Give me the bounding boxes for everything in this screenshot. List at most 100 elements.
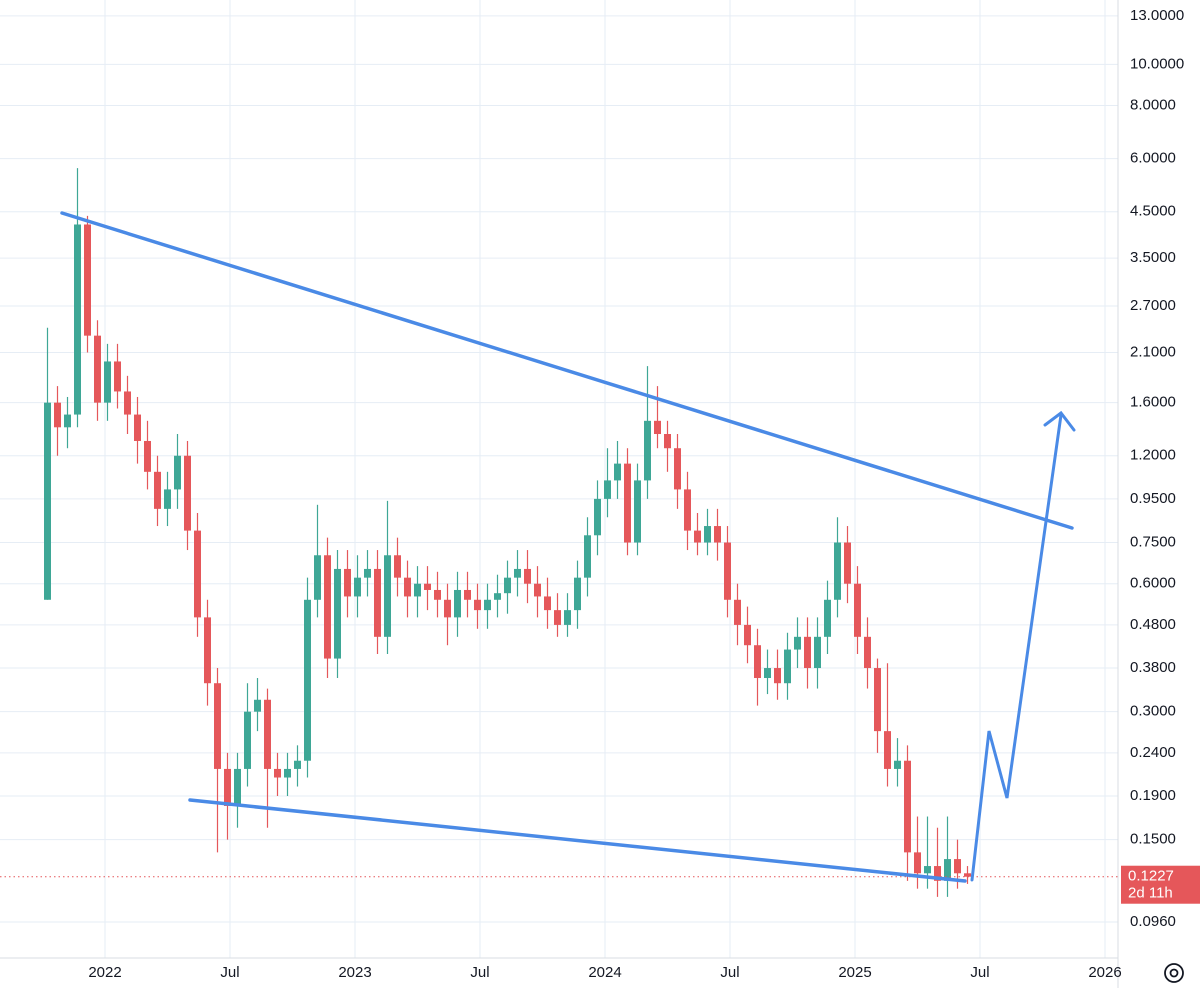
x-tick-label: 2023 (338, 964, 371, 981)
candle-body (444, 599, 451, 618)
candle-body (794, 636, 801, 650)
candle-body (194, 530, 201, 618)
candle-body (374, 568, 381, 637)
candle-body (474, 599, 481, 611)
candle-body (554, 610, 561, 625)
candle-body (494, 593, 501, 600)
y-tick-label: 0.4800 (1130, 616, 1176, 633)
candle-body (864, 636, 871, 669)
candle-body (124, 391, 131, 415)
y-tick-label: 0.2400 (1130, 744, 1176, 761)
candle-body (234, 768, 241, 806)
gear[interactable] (1164, 963, 1184, 983)
candle-body (594, 498, 601, 536)
candle-body (404, 577, 411, 597)
candle-body (824, 599, 831, 637)
candle-body (94, 335, 101, 403)
y-tick-label: 13.0000 (1130, 7, 1184, 24)
candle-body (914, 852, 921, 874)
candle-body (774, 668, 781, 684)
candle-body (464, 589, 471, 600)
candle-body (624, 463, 631, 543)
candle-body (424, 583, 431, 590)
y-tick-label: 0.7500 (1130, 533, 1176, 550)
candle-body (604, 480, 611, 499)
candle-body (304, 599, 311, 761)
settings-icon[interactable] (1164, 963, 1184, 983)
candle-body (204, 617, 211, 684)
x-tick-label: Jul (470, 964, 489, 981)
candle-body (114, 361, 121, 392)
candle-body (54, 402, 61, 428)
candle-body (384, 555, 391, 637)
candle-body (104, 361, 111, 403)
candle-body (784, 649, 791, 684)
last-price-label: 0.1227 (1128, 868, 1174, 885)
candle-body (334, 568, 341, 659)
candle-body (534, 583, 541, 597)
candle-body (364, 568, 371, 578)
x-tick-label: 2022 (88, 964, 121, 981)
y-tick-label: 0.3800 (1130, 659, 1176, 676)
candle-body (64, 414, 71, 428)
candle-body (654, 420, 661, 435)
candle-body (964, 873, 971, 877)
x-tick-label: Jul (720, 964, 739, 981)
candle-body (354, 577, 361, 597)
axes: 13.0000 10.0000 8.0000 6.0000 4.5000 3.5000 2.… (88, 7, 1200, 981)
candle-body (394, 555, 401, 578)
candle-body (694, 530, 701, 543)
y-tick-label: 0.0960 (1130, 913, 1176, 930)
y-tick-label: 0.9500 (1130, 490, 1176, 507)
candle-body (804, 636, 811, 669)
candle-body (414, 583, 421, 597)
candle-body (224, 768, 231, 806)
candle-body (614, 463, 621, 481)
candle-body (344, 568, 351, 597)
candle-body (544, 596, 551, 611)
lower-trendline (188, 798, 967, 883)
y-tick-label: 1.6000 (1130, 394, 1176, 411)
candle-body (274, 768, 281, 778)
candle-body (164, 489, 171, 509)
candle-body (524, 568, 531, 584)
candle-body (664, 434, 671, 449)
x-tick-label: 2024 (588, 964, 621, 981)
gear-center[interactable] (1169, 968, 1179, 978)
y-tick-label: 1.2000 (1130, 447, 1176, 464)
y-tick-label: 0.3000 (1130, 703, 1176, 720)
candle-body (884, 731, 891, 769)
candle-body (634, 480, 641, 543)
candle-body (74, 224, 81, 415)
candle-body (244, 711, 251, 769)
candle-body (844, 542, 851, 584)
candle-body (84, 224, 91, 336)
candle-body (134, 414, 141, 441)
candle-body (44, 402, 51, 600)
projection-path (970, 413, 1063, 882)
candle-body (484, 599, 491, 611)
candle-body (454, 589, 461, 618)
x-tick-label: Jul (220, 964, 239, 981)
candle-body (704, 526, 711, 543)
candle-body (744, 624, 751, 646)
candle-body (644, 420, 651, 481)
candle-body (674, 448, 681, 490)
candle-body (684, 489, 691, 531)
y-tick-label: 2.1000 (1130, 343, 1176, 360)
y-tick-label: 2.7000 (1130, 297, 1176, 314)
candle-body (184, 455, 191, 531)
candle-body (154, 471, 161, 509)
candle-body (954, 859, 961, 874)
candle-body (324, 555, 331, 659)
candle-body (944, 859, 951, 881)
candle-body (724, 542, 731, 600)
candle-body (924, 866, 931, 874)
candle-body (904, 760, 911, 853)
y-tick-label: 3.5000 (1130, 249, 1176, 266)
y-tick-label: 6.0000 (1130, 150, 1176, 167)
y-tick-label: 0.1500 (1130, 831, 1176, 848)
y-tick-label: 4.5000 (1130, 203, 1176, 220)
candle-body (504, 577, 511, 594)
candles (0, 168, 1118, 897)
